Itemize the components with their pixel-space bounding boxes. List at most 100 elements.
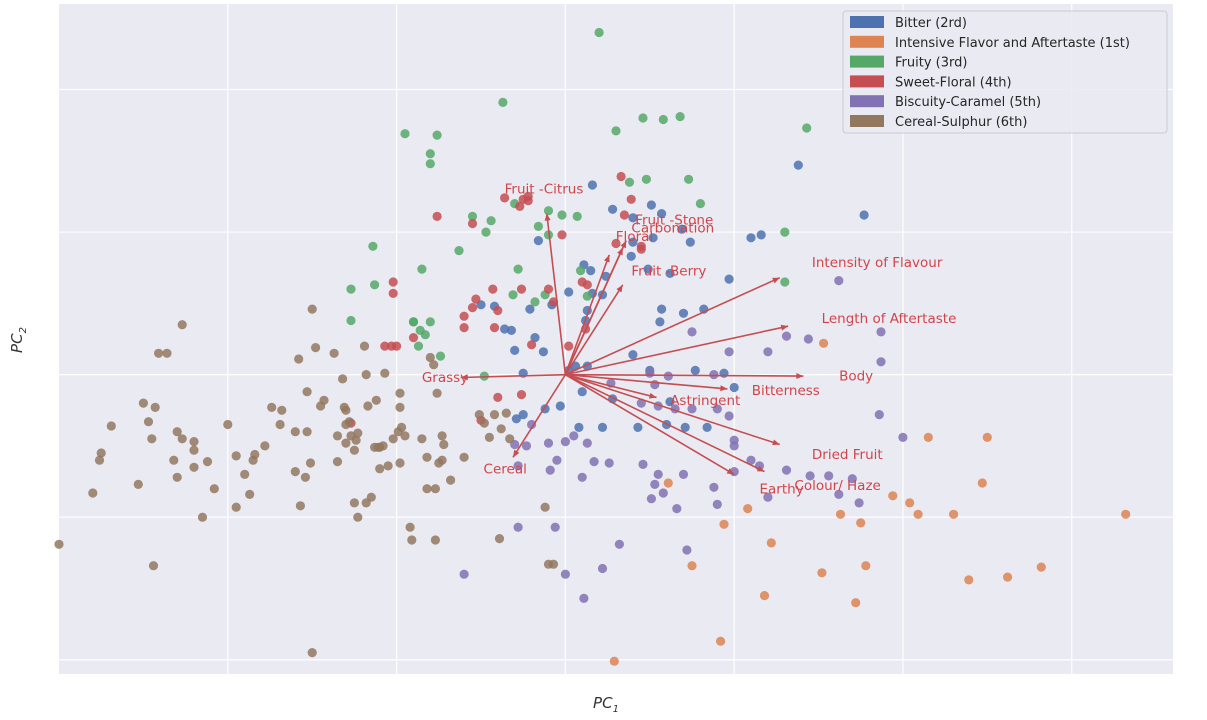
data-point [307, 304, 317, 314]
data-point [663, 478, 673, 488]
data-point [432, 388, 442, 398]
data-point [802, 123, 812, 133]
legend-swatch [850, 95, 884, 108]
data-point [493, 392, 503, 402]
data-point [395, 388, 405, 398]
data-point [780, 277, 790, 287]
data-point [680, 422, 690, 432]
data-point [560, 569, 571, 579]
data-point [594, 27, 604, 38]
data-point [397, 422, 407, 432]
data-point [177, 320, 187, 330]
data-point [624, 177, 635, 187]
legend-label: Sweet-Floral (4th) [895, 75, 1012, 90]
data-point [400, 431, 410, 441]
data-point [678, 308, 689, 318]
data-point [346, 315, 356, 326]
data-point [582, 291, 592, 301]
data-point [530, 333, 540, 343]
data-point [267, 402, 277, 412]
data-point [533, 236, 544, 246]
data-point [633, 422, 643, 432]
data-point [154, 348, 164, 358]
data-point [628, 237, 638, 247]
data-point [780, 227, 790, 237]
legend-swatch [850, 115, 884, 127]
data-point [614, 539, 625, 549]
arrow-head [772, 439, 780, 446]
y-axis-label: PC2 [8, 327, 29, 353]
loading-label: Floral [616, 229, 653, 245]
data-point [518, 194, 528, 204]
data-point [439, 439, 449, 450]
data-point [716, 636, 726, 646]
data-point [574, 422, 584, 432]
data-point [481, 227, 491, 237]
data-point [363, 401, 373, 411]
data-point [189, 437, 199, 447]
data-point [579, 593, 589, 604]
data-point [177, 434, 187, 444]
data-point [604, 458, 614, 468]
data-point [684, 174, 694, 184]
data-point [148, 561, 159, 571]
data-point [375, 464, 385, 474]
data-point [712, 499, 722, 509]
loading-label: Fruit -Stone [635, 213, 713, 229]
data-point [349, 445, 359, 455]
data-point [422, 452, 432, 462]
data-point [405, 522, 415, 532]
data-point [582, 280, 592, 290]
loading-label: Fruit -Berry [631, 263, 706, 279]
data-point [408, 333, 419, 343]
data-point [847, 474, 857, 484]
data-point [876, 327, 886, 337]
legend-box [842, 10, 1168, 134]
data-point [724, 347, 734, 357]
loading-arrows [460, 213, 804, 476]
data-point [500, 324, 510, 334]
loading-label: Bitterness [752, 383, 820, 399]
data-point [608, 204, 618, 214]
data-point [106, 421, 116, 431]
data-point [150, 402, 160, 412]
data-point [395, 402, 405, 412]
data-point [648, 233, 658, 243]
data-point [370, 280, 380, 290]
data-point [687, 404, 697, 414]
data-point [552, 455, 562, 465]
legend-swatch [850, 55, 884, 68]
loading-arrow [564, 373, 735, 476]
data-point [533, 221, 544, 231]
data-point [515, 201, 525, 211]
data-point [650, 479, 660, 489]
data-point [550, 522, 560, 532]
data-point [759, 591, 770, 601]
data-point [430, 484, 440, 494]
data-point [488, 284, 498, 294]
data-point [240, 469, 250, 479]
loading-label: Body [839, 368, 873, 384]
data-point [479, 418, 489, 428]
arrow-head [460, 374, 468, 381]
data-point [484, 432, 494, 442]
data-point [388, 277, 398, 287]
data-point [511, 414, 521, 424]
data-point [430, 535, 440, 545]
data-point [133, 479, 143, 489]
loading-arrow [565, 373, 657, 399]
data-point [545, 465, 555, 475]
data-point [417, 264, 427, 274]
loading-arrow [564, 254, 610, 375]
loading-arrow [564, 284, 624, 376]
data-point [835, 509, 846, 519]
data-point [746, 455, 756, 465]
data-point [359, 341, 370, 351]
data-point [202, 457, 213, 467]
data-point [729, 382, 739, 393]
data-point [413, 341, 424, 351]
loading-label: Length of Aftertaste [822, 311, 957, 327]
loading-label: Earthy [760, 481, 804, 497]
data-point [459, 323, 469, 333]
data-point [626, 251, 636, 261]
